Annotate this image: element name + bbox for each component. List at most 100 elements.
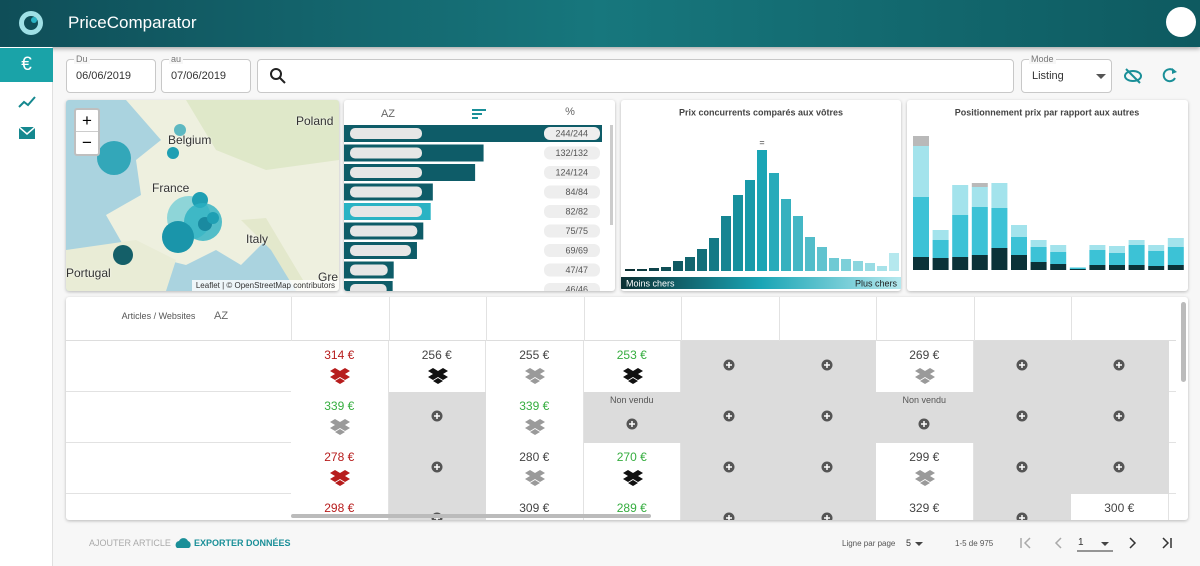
plus bbox=[628, 421, 635, 427]
date-to[interactable] bbox=[161, 59, 251, 93]
stack-segment bbox=[1148, 266, 1165, 270]
table-cell[interactable] bbox=[681, 494, 779, 520]
table-cell[interactable] bbox=[973, 392, 1071, 443]
table-cell[interactable]: 314 € bbox=[291, 341, 389, 392]
plus bbox=[1018, 413, 1025, 419]
histogram-bar bbox=[721, 216, 731, 271]
stack-segment bbox=[1128, 240, 1145, 245]
table-cell[interactable] bbox=[778, 494, 876, 520]
table-cell[interactable]: 256 € bbox=[388, 341, 486, 392]
histogram-bar bbox=[805, 237, 815, 271]
logo bbox=[19, 11, 43, 35]
add-icon bbox=[1016, 410, 1027, 422]
histogram-bar bbox=[733, 195, 743, 271]
price-text: 270 € bbox=[616, 450, 647, 464]
table-cell[interactable] bbox=[778, 443, 876, 494]
stack-segment bbox=[952, 215, 969, 257]
nav-prices[interactable]: € bbox=[0, 48, 53, 82]
stack-segment bbox=[1089, 250, 1106, 265]
stack-segment bbox=[932, 240, 949, 258]
price-text: 329 € bbox=[909, 501, 940, 515]
histogram-bar bbox=[661, 267, 671, 271]
table-cell[interactable]: 270 € bbox=[583, 443, 681, 494]
date-from[interactable] bbox=[66, 59, 156, 93]
table-cell[interactable] bbox=[1071, 341, 1169, 392]
zoom-out[interactable]: − bbox=[82, 133, 92, 152]
table-cell[interactable] bbox=[681, 341, 779, 392]
table-cell[interactable]: Non vendu bbox=[583, 392, 681, 443]
stack-segment bbox=[971, 207, 988, 255]
sort-alpha[interactable]: AZ bbox=[214, 310, 229, 322]
price-text: 298 € bbox=[324, 501, 355, 515]
table-cell[interactable] bbox=[388, 443, 486, 494]
zoom-in[interactable]: + bbox=[76, 110, 98, 132]
percent-sort: % bbox=[565, 106, 575, 118]
table-cell[interactable]: 329 € bbox=[876, 494, 974, 520]
table-cell[interactable] bbox=[681, 443, 779, 494]
dropbox-icon bbox=[525, 419, 545, 435]
table-cell[interactable]: 299 € bbox=[876, 443, 974, 494]
price-text: 278 € bbox=[324, 450, 355, 464]
table-cell[interactable] bbox=[778, 392, 876, 443]
stack-segment bbox=[913, 136, 929, 146]
table-cell[interactable]: 278 € bbox=[291, 443, 389, 494]
map[interactable]: + − Leaflet | © OpenStreetMap contributo… bbox=[66, 100, 339, 291]
count-pill bbox=[544, 166, 600, 179]
table-cell[interactable] bbox=[1071, 392, 1169, 443]
table-cell[interactable] bbox=[778, 341, 876, 392]
search[interactable] bbox=[257, 59, 1014, 93]
blurred-name bbox=[350, 167, 422, 178]
count-label: 82/82 bbox=[565, 206, 588, 216]
stack-segment bbox=[971, 255, 988, 270]
dropbox-icon bbox=[914, 519, 936, 520]
dropbox-icon bbox=[915, 470, 935, 486]
table-cell[interactable] bbox=[1071, 443, 1169, 494]
mode-select[interactable] bbox=[1021, 59, 1112, 93]
table-cell[interactable]: 253 € bbox=[583, 341, 681, 392]
table-cell[interactable]: 280 € bbox=[486, 443, 584, 494]
footer: AJOUTER ARTICLE EXPORTER DONNÉES Ligne par… bbox=[53, 530, 1200, 560]
zoom-control[interactable]: + − bbox=[74, 108, 100, 156]
price-text: 255 € bbox=[519, 348, 550, 362]
histogram-bar bbox=[709, 238, 719, 271]
count-label: 47/47 bbox=[565, 265, 588, 275]
stack-segment bbox=[1167, 247, 1184, 265]
count-pill bbox=[544, 185, 600, 199]
count-pill bbox=[544, 224, 600, 238]
price-text: 339 € bbox=[324, 399, 355, 413]
export-data[interactable]: EXPORTER DONNÉES bbox=[194, 538, 291, 548]
table-cell[interactable]: 339 € bbox=[291, 392, 389, 443]
equal-marker: = bbox=[759, 137, 764, 147]
count-label: 132/132 bbox=[555, 148, 588, 158]
add-article[interactable]: AJOUTER ARTICLE bbox=[89, 538, 171, 548]
count-pill bbox=[544, 263, 600, 277]
add-icon bbox=[723, 359, 735, 371]
avatar[interactable] bbox=[1166, 7, 1196, 37]
table-cell[interactable] bbox=[681, 392, 779, 443]
table-cell[interactable]: 269 € bbox=[876, 341, 974, 392]
plus bbox=[1018, 515, 1025, 520]
table-cell[interactable]: Non vendu bbox=[876, 392, 974, 443]
count-label: 46/46 bbox=[565, 284, 588, 291]
table-cell[interactable] bbox=[973, 341, 1071, 392]
table-cell[interactable]: 300 € bbox=[1071, 494, 1169, 520]
add-icon bbox=[1016, 461, 1027, 473]
nav-icons[interactable] bbox=[0, 85, 53, 165]
price-text: Non vendu bbox=[609, 395, 654, 405]
blurred-name bbox=[350, 264, 388, 276]
add-icon bbox=[723, 410, 735, 422]
dropbox-icon bbox=[622, 470, 643, 486]
toolbar-icons[interactable] bbox=[1124, 66, 1184, 86]
page-number[interactable]: 1 bbox=[1078, 537, 1084, 548]
blurred-name bbox=[350, 245, 411, 256]
add-icon bbox=[1016, 512, 1027, 520]
table-cell[interactable]: 255 € bbox=[486, 341, 584, 392]
table-cell[interactable] bbox=[973, 494, 1071, 520]
table-cell[interactable] bbox=[973, 443, 1071, 494]
range-label: 1-5 de 975 bbox=[955, 539, 994, 548]
table-cell[interactable] bbox=[388, 392, 486, 443]
table-cell[interactable]: 339 € bbox=[486, 392, 584, 443]
plus bbox=[1116, 413, 1122, 419]
rows-per-page[interactable]: 5 bbox=[906, 538, 912, 548]
add-icon bbox=[1113, 461, 1125, 473]
